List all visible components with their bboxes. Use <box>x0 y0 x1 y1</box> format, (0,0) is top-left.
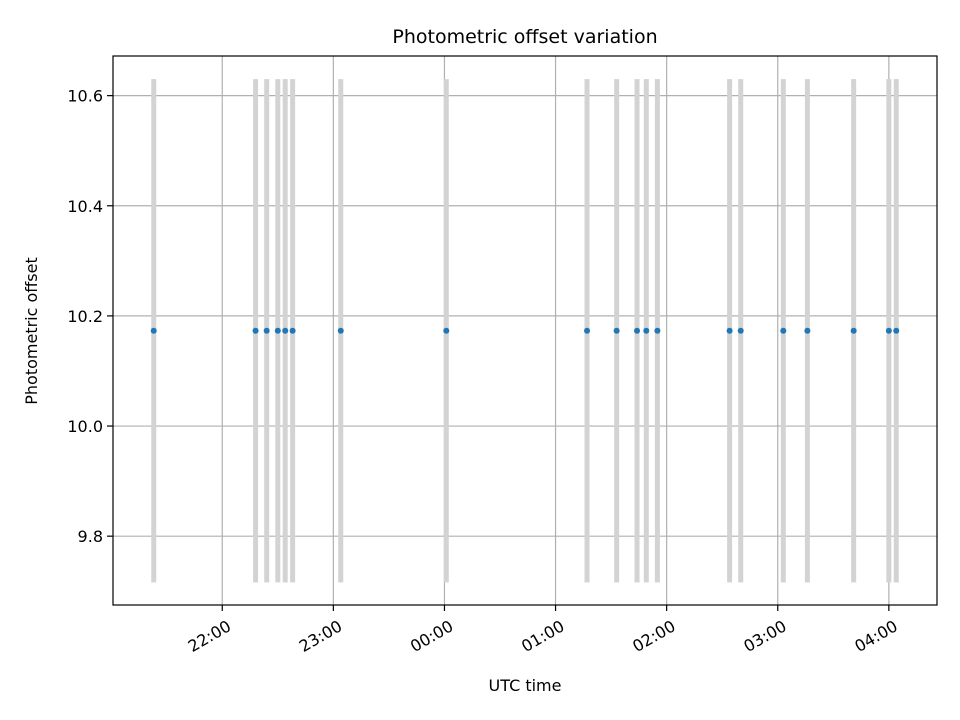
y-tick-label: 10.2 <box>67 307 103 326</box>
y-axis-ticks: 9.8 10.0 10.2 10.4 10.6 <box>67 87 113 546</box>
data-point <box>885 327 892 334</box>
x-axis-label: UTC time <box>489 676 562 695</box>
data-point <box>443 327 450 334</box>
y-axis-label: Photometric offset <box>22 257 41 405</box>
data-point <box>737 327 744 334</box>
data-point <box>654 327 661 334</box>
data-point <box>613 327 620 334</box>
data-point <box>289 327 296 334</box>
data-point <box>726 327 733 334</box>
data-point <box>263 327 270 334</box>
data-point <box>584 327 591 334</box>
data-point <box>282 327 289 334</box>
data-point <box>150 327 157 334</box>
data-point <box>252 327 259 334</box>
data-point <box>634 327 641 334</box>
y-tick-label: 9.8 <box>78 527 103 546</box>
data-point <box>274 327 281 334</box>
data-points <box>150 327 900 334</box>
data-point <box>337 327 344 334</box>
plot-frame <box>112 55 938 606</box>
data-point <box>780 327 787 334</box>
data-point <box>643 327 650 334</box>
data-point <box>804 327 811 334</box>
data-point <box>850 327 857 334</box>
y-tick-label: 10.4 <box>67 197 103 216</box>
data-point <box>893 327 900 334</box>
y-tick-label: 10.0 <box>67 417 103 436</box>
y-tick-label: 10.6 <box>67 87 103 106</box>
chart-title: Photometric offset variation <box>392 26 657 48</box>
